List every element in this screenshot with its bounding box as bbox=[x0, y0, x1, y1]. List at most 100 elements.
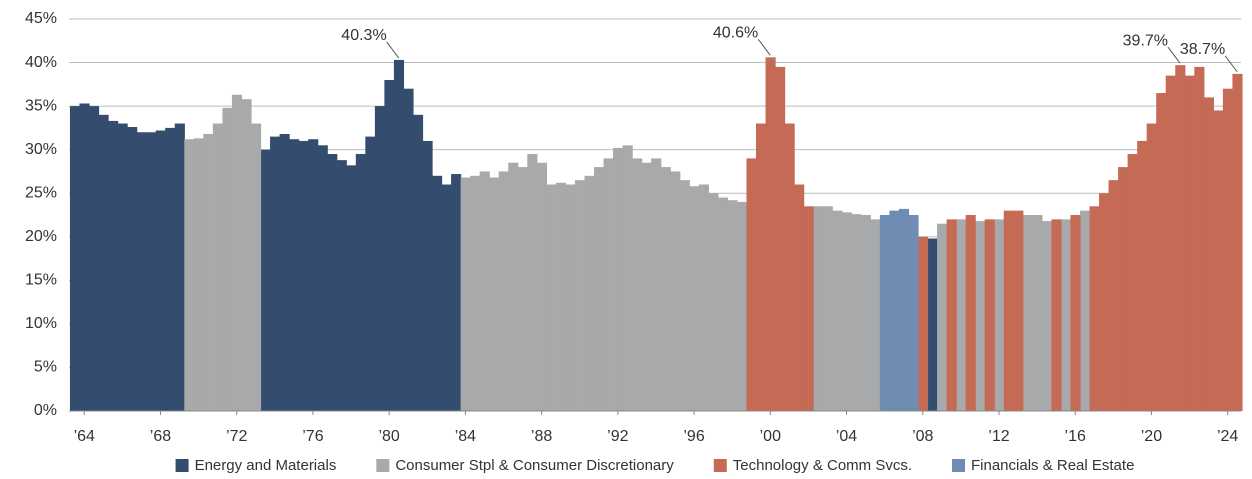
y-tick-label: 0% bbox=[34, 402, 57, 419]
bar bbox=[127, 127, 138, 412]
legend-label: Financials & Real Estate bbox=[971, 457, 1134, 474]
bar bbox=[355, 154, 366, 411]
legend: Energy and Materials Consumer Stpl & Cons… bbox=[175, 457, 1134, 474]
bar bbox=[69, 106, 81, 411]
x-tick-label: ’16 bbox=[1065, 428, 1086, 445]
bar bbox=[965, 215, 976, 411]
bar bbox=[317, 145, 328, 412]
bar bbox=[1022, 215, 1033, 411]
bar bbox=[470, 175, 481, 411]
bar bbox=[546, 184, 557, 411]
bar bbox=[289, 139, 300, 412]
bar bbox=[498, 171, 509, 411]
bar bbox=[1051, 219, 1062, 411]
bar bbox=[860, 215, 871, 411]
y-tick-label: 30% bbox=[25, 141, 57, 158]
bar bbox=[184, 139, 195, 412]
bar bbox=[432, 175, 443, 411]
bar bbox=[365, 136, 376, 411]
bar bbox=[651, 158, 662, 411]
bar bbox=[832, 210, 843, 411]
bar bbox=[946, 219, 957, 411]
bar bbox=[689, 186, 700, 411]
bar bbox=[1156, 93, 1167, 412]
bar bbox=[1070, 215, 1081, 411]
x-tick-label: ’92 bbox=[607, 428, 628, 445]
y-tick-label: 20% bbox=[25, 228, 57, 245]
bar bbox=[756, 123, 767, 412]
bars bbox=[69, 57, 1243, 412]
bar bbox=[508, 162, 519, 411]
bar bbox=[1146, 123, 1157, 412]
x-tick-label: ’64 bbox=[74, 428, 95, 445]
bar bbox=[565, 184, 576, 411]
bar bbox=[584, 175, 595, 411]
bar bbox=[441, 184, 452, 411]
bar bbox=[775, 66, 786, 412]
y-tick-label: 10% bbox=[25, 315, 57, 332]
bar bbox=[879, 215, 890, 411]
bar bbox=[155, 130, 166, 411]
bar bbox=[574, 180, 586, 411]
bar bbox=[212, 123, 224, 412]
bar bbox=[393, 59, 405, 411]
bar bbox=[660, 167, 671, 411]
x-tick-label: ’12 bbox=[988, 428, 1009, 445]
bar bbox=[670, 171, 681, 411]
x-tick-label: ’84 bbox=[455, 428, 476, 445]
y-tick-label: 40% bbox=[25, 54, 57, 71]
bar bbox=[956, 219, 967, 411]
bar bbox=[374, 106, 385, 411]
bar bbox=[193, 138, 204, 411]
legend-label: Energy and Materials bbox=[195, 457, 337, 474]
annotation-leader bbox=[757, 39, 771, 56]
bar bbox=[994, 219, 1005, 411]
bar bbox=[613, 147, 624, 411]
y-tick-label: 15% bbox=[25, 272, 57, 289]
bar bbox=[98, 114, 109, 412]
bar bbox=[1175, 65, 1186, 412]
legend-swatch bbox=[713, 459, 727, 472]
bar bbox=[222, 107, 233, 411]
bar bbox=[1118, 167, 1129, 411]
annotation-leader bbox=[1167, 46, 1181, 64]
bar bbox=[336, 160, 347, 411]
value-label: 39.7% bbox=[1123, 32, 1168, 49]
bar bbox=[165, 127, 176, 411]
bar bbox=[451, 174, 462, 411]
bar bbox=[1165, 75, 1176, 411]
bar bbox=[603, 158, 614, 411]
bar bbox=[527, 154, 538, 411]
bar bbox=[146, 132, 157, 411]
bar bbox=[260, 149, 271, 411]
bar bbox=[1232, 73, 1243, 411]
legend-label: Consumer Stpl & Consumer Discretionary bbox=[395, 457, 674, 474]
annotation-leader bbox=[1224, 55, 1238, 73]
bar bbox=[279, 133, 290, 411]
bar bbox=[736, 201, 748, 411]
bar bbox=[746, 158, 757, 411]
x-tick-label: ’08 bbox=[912, 428, 933, 445]
bar bbox=[1184, 75, 1195, 411]
value-label: 40.3% bbox=[341, 27, 386, 44]
bar bbox=[403, 88, 414, 411]
bar bbox=[622, 145, 633, 412]
bar bbox=[870, 219, 881, 411]
bar bbox=[1099, 193, 1110, 411]
bar bbox=[1108, 180, 1119, 411]
bar bbox=[984, 219, 995, 411]
bar bbox=[346, 165, 357, 411]
legend-swatch bbox=[952, 459, 965, 472]
bar bbox=[917, 236, 929, 411]
bar bbox=[412, 114, 424, 412]
bar bbox=[384, 79, 395, 411]
bar bbox=[250, 123, 262, 412]
bar bbox=[1060, 219, 1072, 411]
legend-item: Energy and Materials bbox=[175, 457, 337, 474]
bar bbox=[460, 177, 471, 411]
legend-item: Technology & Comm Svcs. bbox=[713, 457, 912, 474]
bar bbox=[241, 99, 252, 412]
bar bbox=[270, 136, 281, 411]
x-tick-label: ’68 bbox=[150, 428, 171, 445]
